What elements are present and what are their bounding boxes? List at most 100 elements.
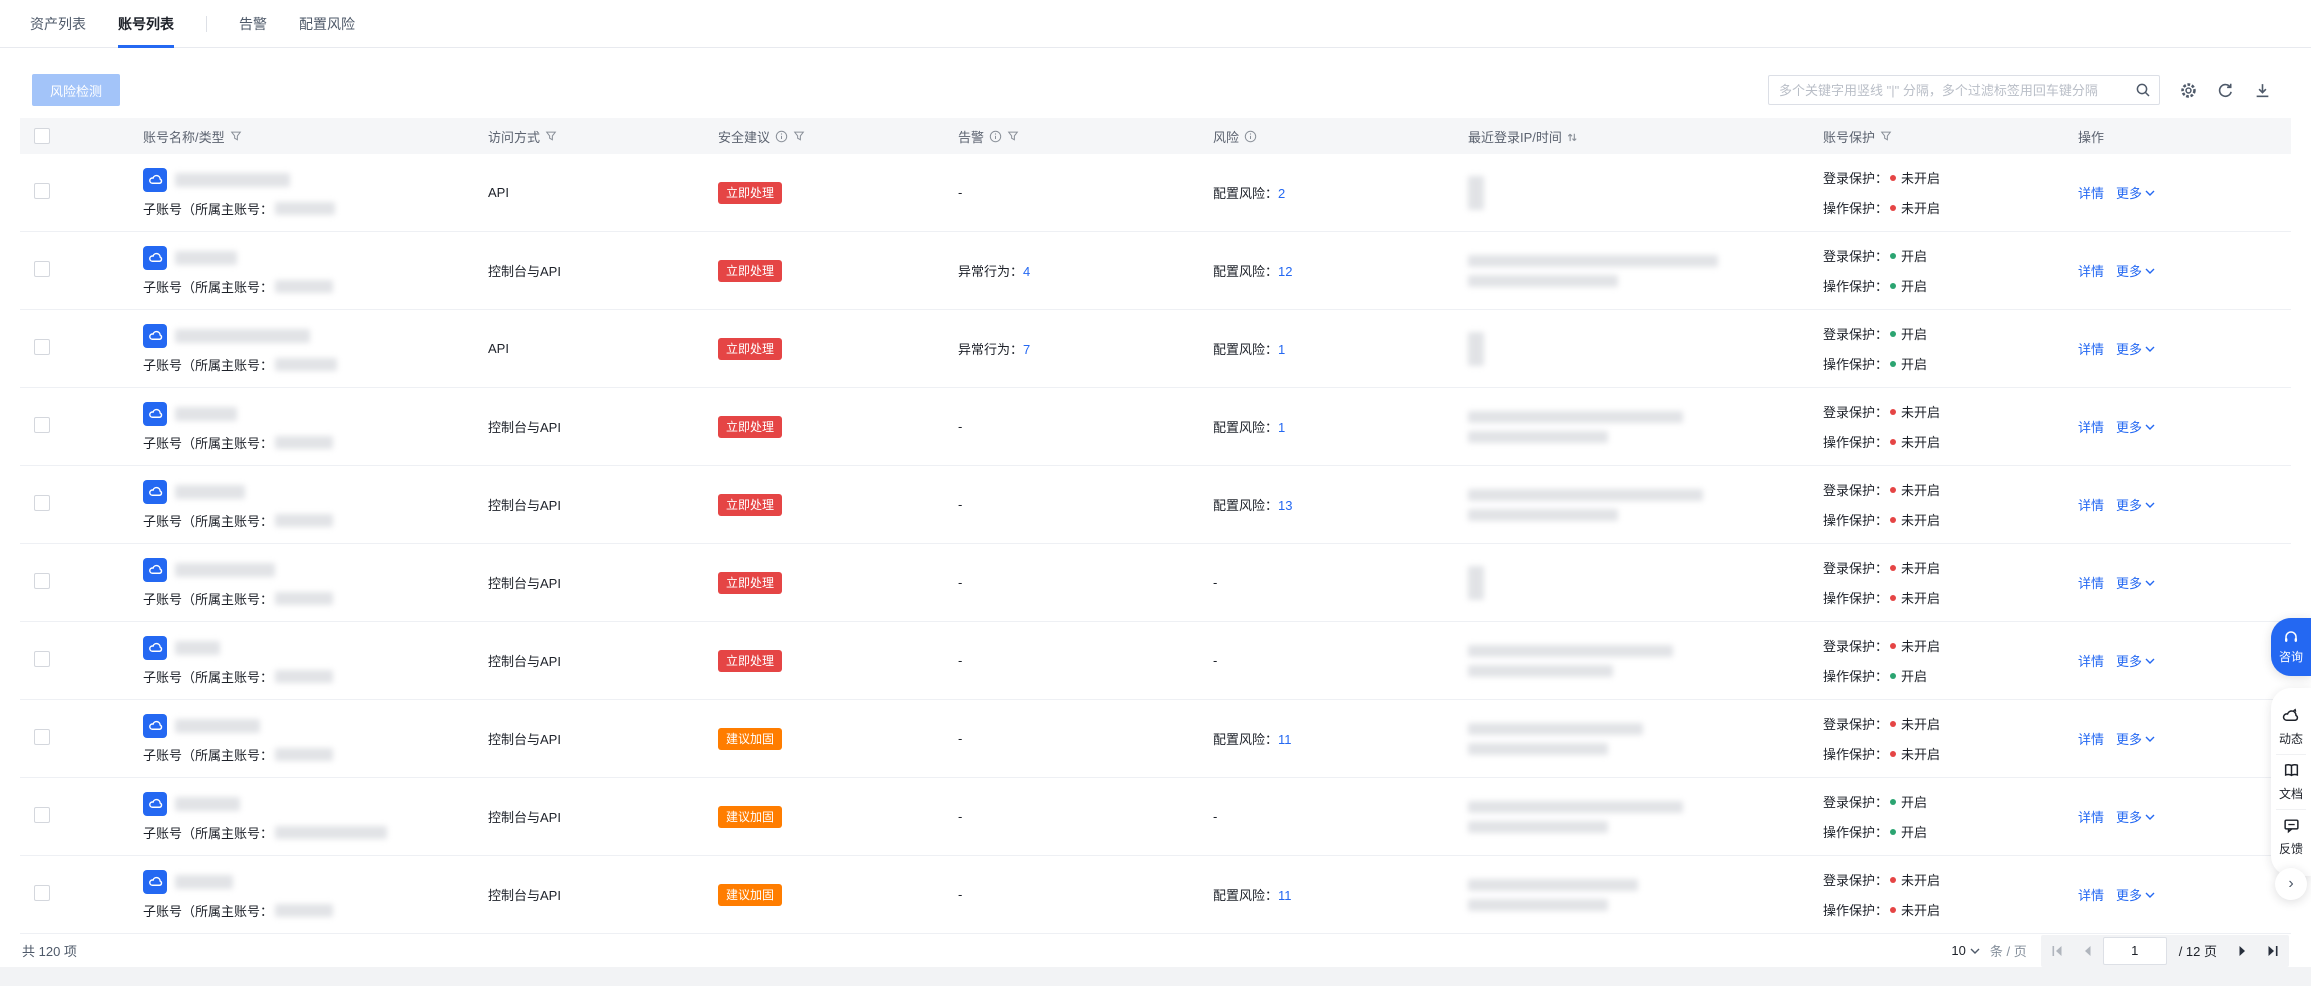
info-icon[interactable] <box>1244 130 1257 143</box>
first-page-button[interactable] <box>2043 937 2071 965</box>
row-checkbox[interactable] <box>34 885 50 901</box>
row-checkbox[interactable] <box>34 495 50 511</box>
detail-link[interactable]: 详情 <box>2078 264 2105 279</box>
table-row: 子账号（所属主账号： 控制台与API 立即处理 - 配置风险：1 登录保护： 未… <box>20 388 2291 466</box>
sort-icon[interactable] <box>1567 130 1577 143</box>
op-protect-label: 操作保护： <box>1823 747 1889 762</box>
info-icon[interactable] <box>989 130 1002 143</box>
float-item-feedback[interactable]: 反馈 <box>2276 809 2306 864</box>
tab-asset-list[interactable]: 资产列表 <box>30 15 86 32</box>
accounts-table: 账号名称/类型 访问方式 安全建议 告警 风险 最近登录IP/时间 账号保护 操作 子账号（所… <box>20 118 2291 934</box>
alarm-count-link[interactable]: 4 <box>1023 264 1031 279</box>
detail-link[interactable]: 详情 <box>2078 186 2105 201</box>
filter-icon[interactable] <box>230 130 242 142</box>
alarm-label: - <box>958 653 963 668</box>
more-link[interactable]: 更多 <box>2116 261 2155 280</box>
risk-detect-button[interactable]: 风险检测 <box>32 74 121 106</box>
row-checkbox[interactable] <box>34 261 50 277</box>
risk-count-link[interactable]: 2 <box>1278 186 1286 201</box>
detail-link[interactable]: 详情 <box>2078 732 2105 747</box>
more-link[interactable]: 更多 <box>2116 573 2155 592</box>
search-input[interactable] <box>1768 75 2160 105</box>
row-checkbox[interactable] <box>34 573 50 589</box>
chevron-down-icon <box>2145 502 2155 508</box>
login-protect-state: 未开启 <box>1901 639 1941 654</box>
more-link[interactable]: 更多 <box>2116 417 2155 436</box>
owner-account-redacted <box>275 669 334 683</box>
float-item-news[interactable]: 动态 <box>2279 700 2303 754</box>
detail-link[interactable]: 详情 <box>2078 576 2105 591</box>
info-icon[interactable] <box>775 130 788 143</box>
refresh-icon[interactable] <box>2217 82 2234 99</box>
row-checkbox[interactable] <box>34 807 50 823</box>
login-protect-state: 开启 <box>1901 249 1928 264</box>
detail-link[interactable]: 详情 <box>2078 654 2105 669</box>
risk-count-link[interactable]: 12 <box>1278 264 1293 279</box>
consult-button[interactable]: 咨询 <box>2271 618 2311 676</box>
row-checkbox[interactable] <box>34 417 50 433</box>
account-name-redacted <box>175 640 220 655</box>
settings-icon[interactable] <box>2180 82 2197 99</box>
risk-count-link[interactable]: 13 <box>1278 498 1293 513</box>
tab-config-risk[interactable]: 配置风险 <box>299 15 355 32</box>
risk-count-link[interactable]: 1 <box>1278 420 1286 435</box>
op-protect-label: 操作保护： <box>1823 279 1889 294</box>
login-protect-label: 登录保护： <box>1823 249 1889 264</box>
account-type-label: 子账号（所属主账号： <box>143 201 274 217</box>
download-icon[interactable] <box>2254 82 2271 99</box>
select-all-checkbox[interactable] <box>34 128 50 144</box>
more-link[interactable]: 更多 <box>2116 339 2155 358</box>
account-type-label: 子账号（所属主账号： <box>143 435 274 451</box>
owner-account-redacted <box>275 201 336 215</box>
tab-account-list[interactable]: 账号列表 <box>118 0 174 48</box>
page-nav-group: / 12 页 <box>2040 934 2289 967</box>
op-protect-label: 操作保护： <box>1823 357 1889 372</box>
last-page-button[interactable] <box>2259 937 2287 965</box>
more-link[interactable]: 更多 <box>2116 651 2155 670</box>
expand-sidebar-button[interactable]: › <box>2275 868 2307 900</box>
detail-link[interactable]: 详情 <box>2078 498 2105 513</box>
row-checkbox[interactable] <box>34 651 50 667</box>
risk-count-link[interactable]: 1 <box>1278 342 1286 357</box>
chevron-down-icon <box>2145 892 2155 898</box>
detail-link[interactable]: 详情 <box>2078 342 2105 357</box>
next-page-button[interactable] <box>2229 937 2257 965</box>
row-checkbox[interactable] <box>34 339 50 355</box>
risk-count-link[interactable]: 11 <box>1278 732 1292 747</box>
more-link[interactable]: 更多 <box>2116 495 2155 514</box>
more-link[interactable]: 更多 <box>2116 183 2155 202</box>
security-advice-badge: 立即处理 <box>718 337 783 360</box>
op-protect-state: 未开启 <box>1901 201 1941 216</box>
row-checkbox[interactable] <box>34 729 50 745</box>
filter-icon[interactable] <box>545 130 557 142</box>
float-item-docs[interactable]: 文档 <box>2276 754 2306 809</box>
detail-link[interactable]: 详情 <box>2078 888 2105 903</box>
detail-link[interactable]: 详情 <box>2078 420 2105 435</box>
filter-icon[interactable] <box>1007 130 1019 142</box>
prev-page-button[interactable] <box>2073 937 2101 965</box>
risk-count-link[interactable]: 11 <box>1278 888 1292 903</box>
more-link[interactable]: 更多 <box>2116 729 2155 748</box>
op-protect-state: 开启 <box>1901 825 1928 840</box>
page-size-select[interactable]: 10 条 / 页 <box>1951 941 2026 960</box>
op-protect-status-dot <box>1890 516 1897 523</box>
login-protect-label: 登录保护： <box>1823 171 1889 186</box>
more-link[interactable]: 更多 <box>2116 885 2155 904</box>
filter-icon[interactable] <box>1880 130 1892 142</box>
current-page-input[interactable] <box>2102 936 2167 965</box>
tab-alerts[interactable]: 告警 <box>239 15 267 32</box>
row-checkbox[interactable] <box>34 183 50 199</box>
owner-account-redacted <box>275 591 334 605</box>
access-method: API <box>488 341 509 356</box>
more-link[interactable]: 更多 <box>2116 807 2155 826</box>
filter-icon[interactable] <box>793 130 805 142</box>
search-icon[interactable] <box>2135 82 2151 103</box>
owner-account-redacted <box>275 357 338 371</box>
column-label: 最近登录IP/时间 <box>1468 129 1562 145</box>
owner-account-redacted <box>275 747 334 761</box>
op-protect-label: 操作保护： <box>1823 903 1889 918</box>
account-type-label: 子账号（所属主账号： <box>143 357 274 373</box>
detail-link[interactable]: 详情 <box>2078 810 2105 825</box>
alarm-count-link[interactable]: 7 <box>1023 342 1031 357</box>
op-protect-state: 未开启 <box>1901 513 1941 528</box>
